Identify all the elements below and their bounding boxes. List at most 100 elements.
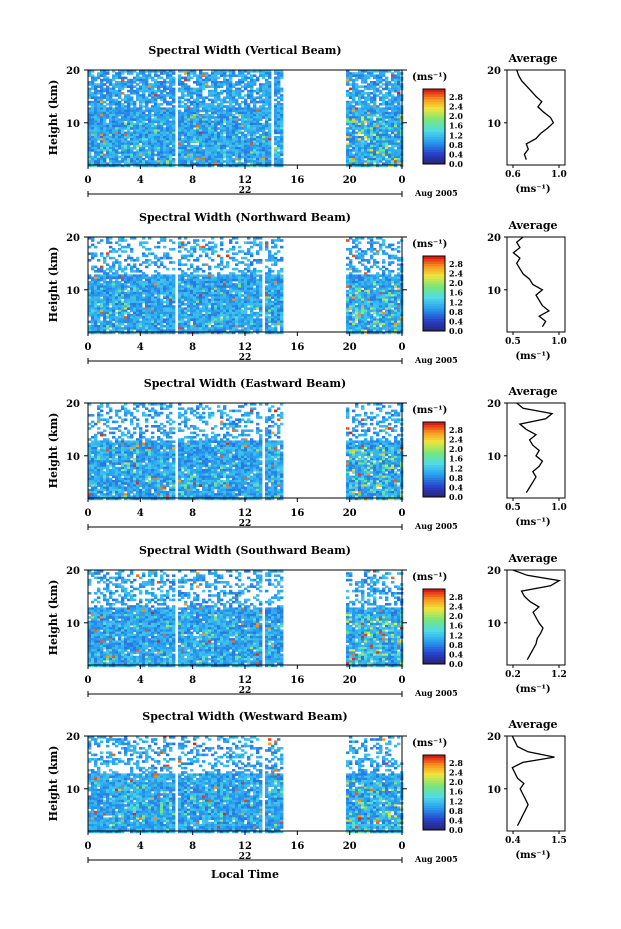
heatmap-cell [259,109,263,113]
heatmap-cell [247,114,251,117]
heatmap-cell [124,245,128,249]
heatmap-cell [247,131,251,135]
heatmap-cell [133,103,137,106]
heatmap-cell [124,133,128,137]
heatmap-cell [118,89,122,93]
heatmap-cell [397,96,401,99]
heatmap-cell [163,256,167,260]
heatmap-cell [259,125,263,128]
heatmap-cell [136,98,140,102]
heatmap-cell [121,138,125,141]
heatmap-cell [364,118,368,121]
heatmap-cell [202,142,206,146]
heatmap-cell [385,147,389,150]
heatmap-cell [382,72,386,75]
heatmap-cell [241,149,245,152]
heatmap-cell [151,83,155,86]
heatmap-cell [94,127,98,130]
heatmap-cell [268,133,272,137]
heatmap-cell [121,109,125,113]
heatmap-cell [244,127,248,130]
heatmap-cell [223,83,227,86]
heatmap-cell [121,76,125,80]
heatmap-cell [205,107,209,110]
heatmap-cell [265,136,269,139]
heatmap-cell [139,138,143,141]
heatmap-cell [202,116,206,119]
heatmap-cell [205,81,209,84]
heatmap-cell [349,120,353,124]
heatmap-cell [379,89,383,93]
heatmap-cell [157,259,161,262]
heatmap-cell [259,129,263,132]
heatmap-cell [241,289,245,293]
heatmap-cell [94,140,98,143]
heatmap-cell [250,116,254,119]
heatmap-cell [127,111,131,115]
heatmap-cell [259,89,263,93]
heatmap-cell [133,127,137,130]
heatmap-cell [166,120,170,124]
heatmap-cell [184,114,188,117]
heatmap-cell [91,256,95,260]
heatmap-cell [100,92,104,95]
heatmap-cell [166,118,170,121]
heatmap-cell [226,153,230,157]
heatmap-cell [259,142,263,146]
heatmap-cell [112,114,116,117]
heatmap-cell [208,109,212,113]
heatmap-cell [397,125,401,128]
heatmap-cell [124,136,128,139]
heatmap-cell [214,149,218,152]
heatmap-cell [394,116,398,119]
heatmap-cell [115,111,119,115]
heatmap-cell [100,96,104,99]
heatmap-cell [220,118,224,121]
heatmap-cell [355,127,359,130]
heatmap-cell [202,120,206,124]
heatmap-cell [169,138,173,141]
heatmap-cell [130,92,134,95]
heatmap-cell [274,89,278,93]
heatmap-cell [100,149,104,152]
heatmap-cell [352,94,356,97]
heatmap-cell [217,138,221,141]
heatmap-cell [178,122,182,126]
heatmap-cell [118,105,122,108]
heatmap-cell [229,127,233,130]
heatmap-cell [178,142,182,146]
heatmap-cell [187,149,191,152]
heatmap-cell [277,136,281,139]
heatmap-cell [97,92,101,95]
heatmap-cell [187,138,191,141]
heatmap-cell [262,109,266,113]
heatmap-cell [280,153,284,157]
heatmap-cell [169,261,173,264]
heatmap-cell [112,87,116,91]
heatmap-cell [385,245,389,249]
panel-1: Spectral Width (Vertical Beam)1020Height… [47,44,567,198]
heatmap-cell [280,103,284,106]
heatmap-cell [184,256,188,260]
heatmap-cell [178,138,182,141]
heatmap-cell [364,105,368,108]
heatmap-cell [172,70,176,73]
heatmap-cell [166,87,170,91]
heatmap-cell [259,136,263,139]
heatmap-cell [223,144,227,148]
heatmap-cell [358,72,362,75]
heatmap-cell [370,85,374,88]
heatmap-cell [178,105,182,108]
heatmap-cell [184,78,188,82]
heatmap-cell [388,89,392,93]
heatmap-cell [349,142,353,146]
heatmap-cell [145,151,149,154]
heatmap-cell [109,109,113,113]
average-x-tick-label: 1.0 [551,170,567,180]
heatmap-cell [349,107,353,110]
heatmap-cell [202,78,206,82]
heatmap-cell [214,129,218,132]
heatmap-cell [214,125,218,128]
heatmap-cell [181,138,185,141]
heatmap-cell [136,120,140,124]
